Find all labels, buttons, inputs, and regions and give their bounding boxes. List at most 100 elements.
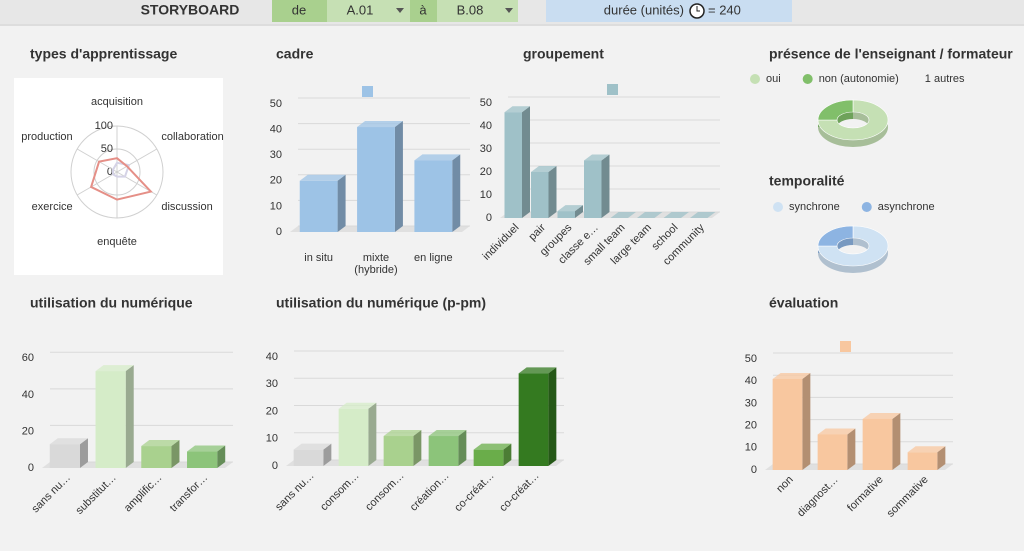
dropdown-arrow[interactable] xyxy=(396,8,404,13)
bar-top xyxy=(772,372,811,379)
bar-side xyxy=(548,166,557,218)
bar-top xyxy=(637,212,663,218)
bar xyxy=(907,452,938,470)
y-tick-label: 20 xyxy=(745,420,757,432)
bar-top xyxy=(428,430,467,437)
bar-top xyxy=(663,212,689,218)
floor xyxy=(765,464,953,470)
duration-value: = 240 xyxy=(708,2,741,17)
bar-side xyxy=(394,121,403,232)
legend-label: oui xyxy=(766,73,781,85)
y-tick-label: 20 xyxy=(22,425,34,437)
bar-top xyxy=(383,430,422,437)
bar-side xyxy=(548,367,557,466)
y-tick-label: 50 xyxy=(480,97,492,109)
y-tick-label: 0 xyxy=(28,462,34,474)
bar xyxy=(293,449,324,466)
bar-side xyxy=(601,154,610,218)
bar-top xyxy=(862,412,901,419)
to-select[interactable] xyxy=(437,0,518,22)
y-tick-label: 30 xyxy=(266,378,278,390)
floor xyxy=(42,462,233,468)
from-value: A.01 xyxy=(347,2,374,17)
donut-slice xyxy=(817,225,889,267)
legend-marker xyxy=(802,74,813,84)
y-tick-label: 40 xyxy=(266,351,278,363)
bar-side xyxy=(125,365,134,468)
axis-label: exercice xyxy=(32,201,73,213)
legend-marker xyxy=(861,202,872,212)
bar-side xyxy=(503,443,512,466)
to-label: à xyxy=(419,2,427,17)
r-tick-label: 0 xyxy=(107,166,113,178)
bar-top xyxy=(141,440,180,447)
bar-side xyxy=(458,430,467,466)
y-tick-label: 30 xyxy=(270,149,282,161)
bar xyxy=(414,160,453,232)
legend-others: 1 autres xyxy=(925,73,965,85)
to-label-box xyxy=(410,0,437,22)
chart-title: présence de l'enseignant / formateur xyxy=(769,46,1013,62)
bar-top xyxy=(584,154,610,161)
spoke xyxy=(116,148,158,173)
bar-top xyxy=(95,365,134,372)
y-tick-label: 10 xyxy=(266,433,278,445)
from-select[interactable] xyxy=(327,0,410,22)
bar xyxy=(141,446,172,468)
bar xyxy=(557,211,575,218)
y-tick-label: 20 xyxy=(270,175,282,187)
bar-top xyxy=(338,402,377,409)
bar-side xyxy=(574,205,583,218)
donut-slice xyxy=(817,99,854,121)
axis-label: production xyxy=(21,131,72,143)
y-tick-label: 40 xyxy=(270,124,282,136)
bar xyxy=(584,160,602,218)
axis-label: collaboration xyxy=(161,131,223,143)
bar-side xyxy=(79,438,88,468)
bar-top xyxy=(504,106,530,113)
axis-label: discussion xyxy=(161,201,212,213)
bar-top xyxy=(473,443,512,450)
bar xyxy=(383,436,414,466)
chart-title: utilisation du numérique xyxy=(30,295,193,311)
bar-side xyxy=(452,154,461,232)
bar-top xyxy=(907,446,946,453)
bar xyxy=(504,112,522,218)
y-tick-label: 10 xyxy=(745,442,757,454)
chart-title: cadre xyxy=(276,46,314,62)
bar xyxy=(772,378,803,470)
y-tick-label: 0 xyxy=(751,464,757,476)
x-tick-label: en ligne xyxy=(414,252,453,264)
y-tick-label: 40 xyxy=(22,389,34,401)
floor xyxy=(500,212,720,218)
bar-top xyxy=(610,212,636,218)
chart-title: temporalité xyxy=(769,173,845,189)
bar-top xyxy=(357,121,403,128)
bar-side xyxy=(802,372,811,470)
chart-title: utilisation du numérique (p-pm) xyxy=(276,295,486,311)
donut-slice xyxy=(817,99,889,141)
y-tick-label: 0 xyxy=(276,226,282,238)
y-tick-label: 50 xyxy=(270,98,282,110)
dropdown-arrow[interactable] xyxy=(505,8,513,13)
bar-top xyxy=(557,205,583,212)
bar-side xyxy=(937,446,946,470)
bar xyxy=(817,434,848,470)
bar-top xyxy=(690,212,716,218)
y-tick-label: 20 xyxy=(266,405,278,417)
bar xyxy=(187,451,218,468)
bar-top xyxy=(817,428,856,435)
bar xyxy=(518,373,549,466)
spoke xyxy=(76,171,118,196)
bar-top xyxy=(187,445,226,452)
y-tick-label: 10 xyxy=(270,200,282,212)
duration-label: durée (unités) xyxy=(604,2,684,17)
radar-line xyxy=(89,157,153,201)
bar xyxy=(49,444,80,468)
from-label: de xyxy=(292,2,306,17)
clock-hand xyxy=(696,6,700,12)
r-tick-label: 100 xyxy=(95,120,113,132)
bar xyxy=(428,436,459,466)
